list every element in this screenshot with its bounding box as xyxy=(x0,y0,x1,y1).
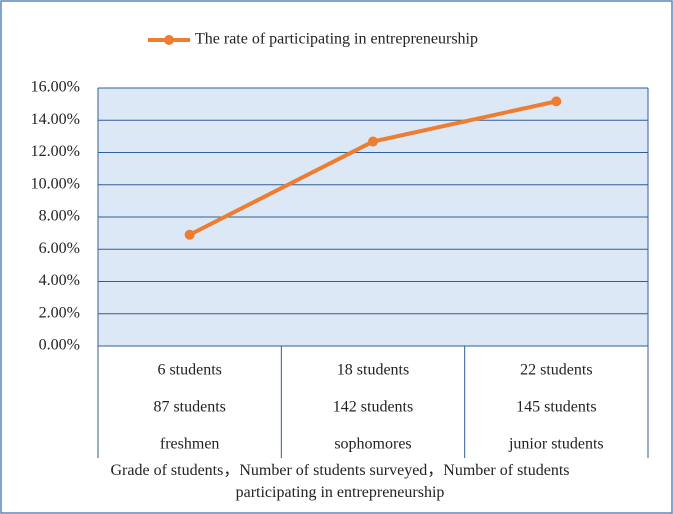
y-tick-label: 0.00% xyxy=(39,337,80,354)
y-tick-label: 14.00% xyxy=(31,111,80,128)
y-tick-label: 2.00% xyxy=(39,304,80,321)
legend-marker xyxy=(164,35,174,45)
y-tick-label: 8.00% xyxy=(39,208,80,225)
x-tick-label: 142 students xyxy=(333,399,413,416)
data-point xyxy=(368,136,378,147)
x-axis-title: Grade of students，Number of students sur… xyxy=(110,462,570,501)
y-tick-label: 10.00% xyxy=(31,175,80,192)
x-tick-label: sophomores xyxy=(334,436,411,453)
x-tick-label: 6 students xyxy=(157,362,221,379)
data-point xyxy=(551,96,562,107)
x-tick-label: junior students xyxy=(508,436,604,453)
data-point xyxy=(184,229,195,240)
y-tick-label: 12.00% xyxy=(31,143,80,160)
x-tick-label: freshmen xyxy=(160,436,220,453)
legend-label: The rate of participating in entrepreneu… xyxy=(195,31,478,48)
x-tick-label: 22 students xyxy=(520,362,592,379)
x-tick-label: 87 students xyxy=(153,399,225,416)
y-tick-label: 16.00% xyxy=(31,79,80,96)
x-tick-label: 145 students xyxy=(516,399,596,416)
y-tick-label: 4.00% xyxy=(39,272,80,289)
x-tick-label: 18 students xyxy=(337,362,409,379)
y-tick-label: 6.00% xyxy=(39,240,80,257)
